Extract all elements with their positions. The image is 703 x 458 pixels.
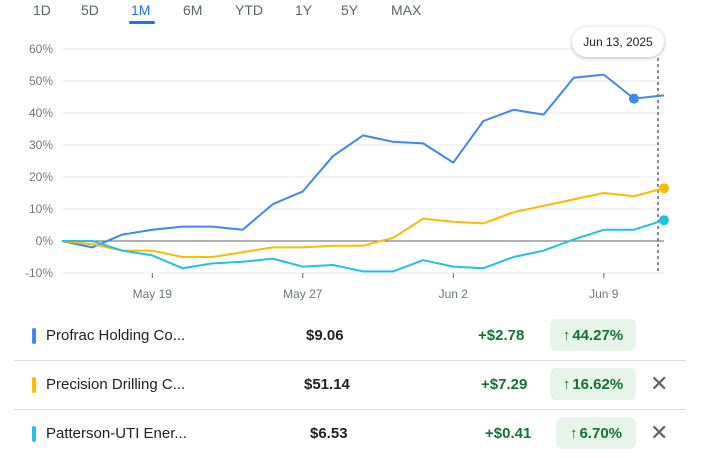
comparison-row-profrac[interactable]: Profrac Holding Co... $9.06 +$2.78 ↑ 44.…	[14, 312, 686, 360]
stock-name: Profrac Holding Co...	[46, 327, 186, 344]
up-arrow-icon: ↑	[562, 326, 571, 344]
y-tick-label: -10%	[25, 266, 53, 280]
y-tick-label: 0%	[36, 234, 54, 248]
percent-change: 44.27%	[572, 326, 624, 344]
y-tick-label: 50%	[29, 74, 53, 88]
y-tick-label: 10%	[29, 202, 53, 216]
x-tick-label: May 27	[283, 287, 323, 301]
percent-change-badge: ↑ 44.27%	[550, 319, 636, 351]
percent-change: 6.70%	[579, 424, 623, 442]
series-color-swatch	[32, 377, 36, 393]
stock-price: $51.14	[304, 376, 350, 393]
comparison-row-precision[interactable]: Precision Drilling C... $51.14 +$7.29 ↑ …	[14, 361, 686, 409]
remove-comparison-close-icon[interactable]: ✕	[650, 371, 669, 396]
series-color-swatch	[32, 328, 36, 344]
tab-1m[interactable]: 1M	[131, 2, 151, 18]
up-arrow-icon: ↑	[562, 375, 571, 393]
remove-comparison-close-icon[interactable]: ✕	[650, 420, 669, 445]
y-tick-label: 40%	[29, 106, 53, 120]
row-divider	[14, 409, 686, 410]
timeframe-tabs: 1D 5D 1M 6M YTD 1Y 5Y MAX	[0, 0, 703, 28]
series-point-marker-2	[659, 215, 669, 226]
stock-name: Patterson-UTI Ener...	[46, 425, 187, 442]
y-tick-label: 20%	[29, 170, 53, 184]
tab-max[interactable]: MAX	[391, 2, 422, 18]
comparison-row-patterson[interactable]: Patterson-UTI Ener... $6.53 +$0.41 ↑ 6.7…	[14, 410, 686, 458]
x-tick-label: May 19	[133, 287, 173, 301]
tab-5d[interactable]: 5D	[81, 2, 99, 18]
up-arrow-icon: ↑	[569, 424, 578, 442]
series-line-0	[61, 73, 665, 249]
stock-change: +$7.29	[481, 376, 528, 393]
tab-1d[interactable]: 1D	[33, 2, 51, 18]
series-point-marker-1	[659, 183, 669, 194]
percent-change: 16.62%	[572, 375, 624, 393]
series-line-1	[61, 187, 665, 258]
percent-change-badge: ↑ 16.62%	[550, 368, 636, 400]
x-tick-label: Jun 9	[589, 287, 619, 301]
stock-change: +$0.41	[485, 425, 532, 442]
stock-price: $6.53	[310, 425, 348, 442]
chart-series	[61, 73, 665, 273]
hover-date-tooltip: Jun 13, 2025	[572, 27, 664, 57]
stock-change: +$2.78	[478, 327, 525, 344]
hover-markers	[628, 93, 669, 226]
series-point-marker-0	[628, 93, 639, 104]
comparison-line-chart[interactable]: 60% 50% 40% 30% 20% 10% 0% -10% May 19 May 27 Jun…	[0, 0, 703, 310]
tab-1y[interactable]: 1Y	[295, 2, 313, 18]
tab-6m[interactable]: 6M	[183, 2, 203, 18]
stock-price: $9.06	[306, 327, 344, 344]
row-divider	[14, 360, 686, 361]
series-color-swatch	[32, 426, 36, 442]
y-axis-labels: 60% 50% 40% 30% 20% 10% 0% -10%	[25, 42, 53, 280]
tab-5y[interactable]: 5Y	[341, 2, 359, 18]
percent-change-badge: ↑ 6.70%	[556, 417, 636, 449]
stock-name: Precision Drilling C...	[46, 376, 186, 393]
active-tab-indicator	[129, 21, 155, 24]
series-line-2	[62, 219, 665, 273]
x-axis-labels: May 19 May 27 Jun 2 Jun 9	[133, 273, 619, 301]
y-tick-label: 60%	[29, 42, 53, 56]
tab-ytd[interactable]: YTD	[235, 2, 263, 18]
y-tick-label: 30%	[29, 138, 53, 152]
chart-gridlines	[62, 48, 664, 274]
x-tick-label: Jun 2	[439, 287, 469, 301]
